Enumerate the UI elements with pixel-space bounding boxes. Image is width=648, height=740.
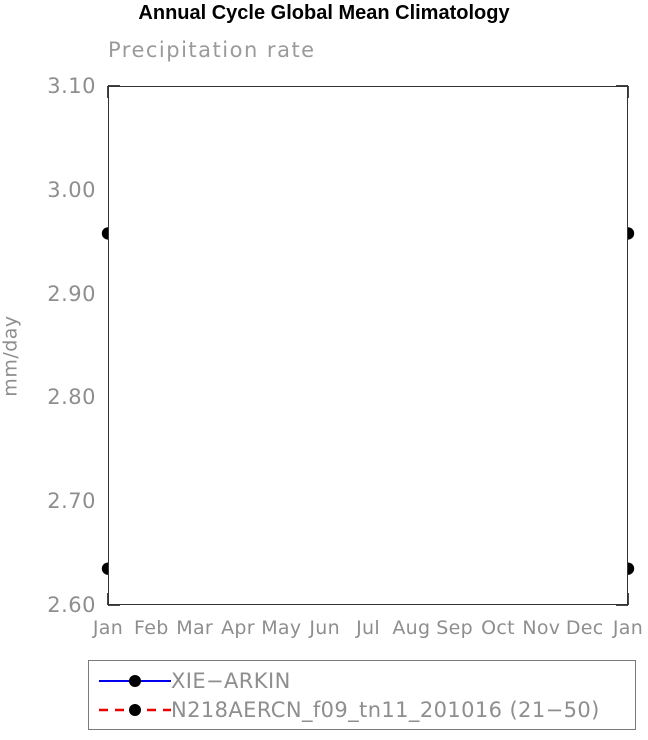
x-tick-label: Apr xyxy=(221,617,255,639)
x-tick-label: Feb xyxy=(134,617,169,639)
legend: XIE−ARKIN N218AERCN_f09_tn11_201016 (21−… xyxy=(88,660,636,730)
legend-swatch-line-1 xyxy=(99,700,171,720)
x-tick-label: Aug xyxy=(392,617,431,639)
x-tick-label: Jul xyxy=(356,617,380,639)
legend-item-0[interactable]: XIE−ARKIN xyxy=(99,667,291,695)
y-tick-label: 2.80 xyxy=(47,385,96,410)
x-tick-label: Jan xyxy=(612,617,644,639)
y-tick-label: 2.60 xyxy=(47,593,96,617)
x-tick-label: Dec xyxy=(565,617,604,639)
y-tick-label: 2.90 xyxy=(47,281,96,306)
page-title: Annual Cycle Global Mean Climatology xyxy=(138,2,510,24)
x-tick-label: Mar xyxy=(176,617,214,639)
x-tick-label: May xyxy=(261,617,302,639)
y-tick-label: 3.10 xyxy=(47,74,96,98)
legend-item-1[interactable]: N218AERCN_f09_tn11_201016 (21−50) xyxy=(99,696,600,724)
x-tick-label: Jan xyxy=(92,617,124,639)
x-tick-label: Jun xyxy=(309,617,340,639)
y-tick-label: 3.00 xyxy=(47,177,96,202)
plot-area xyxy=(108,86,628,605)
legend-swatch-line-0 xyxy=(99,671,171,691)
x-tick-label: Oct xyxy=(481,617,515,639)
y-axis-label: mm/day xyxy=(0,315,22,397)
x-tick-label: Sep xyxy=(436,617,474,639)
y-tick-label: 2.70 xyxy=(47,489,96,514)
legend-label-1: N218AERCN_f09_tn11_201016 (21−50) xyxy=(171,698,600,722)
x-tick-label: Nov xyxy=(522,617,561,639)
chart-subtitle: Precipitation rate xyxy=(108,38,316,62)
legend-label-0: XIE−ARKIN xyxy=(171,669,291,693)
